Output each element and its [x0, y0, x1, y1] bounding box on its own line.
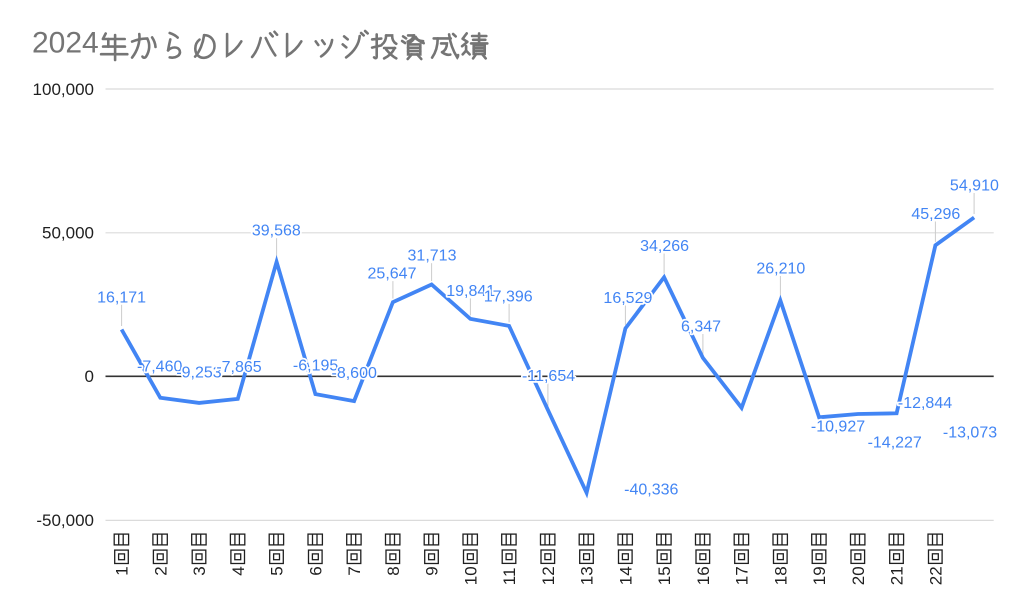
svg-text:2024: 2024 [32, 27, 99, 60]
svg-text:6,347: 6,347 [681, 319, 721, 336]
svg-text:4: 4 [229, 566, 248, 575]
svg-text:17,396: 17,396 [484, 288, 533, 305]
svg-text:-12,844: -12,844 [898, 395, 952, 412]
svg-text:14: 14 [616, 566, 635, 585]
svg-text:9: 9 [423, 566, 442, 575]
svg-text:7: 7 [345, 566, 364, 575]
svg-text:-11,654: -11,654 [522, 368, 575, 385]
svg-text:25,647: 25,647 [368, 266, 417, 283]
svg-text:-9,253: -9,253 [176, 364, 221, 381]
svg-text:6: 6 [306, 566, 325, 575]
svg-text:8: 8 [384, 566, 403, 575]
svg-text:15: 15 [655, 566, 674, 585]
svg-text:11: 11 [500, 568, 519, 586]
svg-text:21: 21 [888, 566, 907, 585]
svg-text:1: 1 [113, 566, 132, 575]
svg-text:16,529: 16,529 [603, 290, 652, 307]
svg-text:39,568: 39,568 [252, 223, 301, 240]
svg-text:19,841: 19,841 [446, 283, 495, 300]
svg-text:45,296: 45,296 [911, 206, 960, 223]
svg-text:54,910: 54,910 [950, 178, 999, 195]
svg-text:12: 12 [539, 566, 558, 585]
svg-text:2: 2 [151, 566, 170, 575]
svg-text:10: 10 [461, 566, 480, 585]
svg-text:16,171: 16,171 [97, 289, 146, 306]
svg-text:22: 22 [926, 566, 945, 585]
svg-text:3: 3 [190, 566, 209, 575]
svg-text:13: 13 [578, 566, 597, 585]
svg-text:-7,865: -7,865 [216, 359, 261, 376]
svg-text:-50,000: -50,000 [36, 511, 94, 530]
svg-text:-14,227: -14,227 [868, 435, 922, 452]
svg-text:17: 17 [733, 566, 752, 585]
svg-text:-10,927: -10,927 [811, 419, 865, 436]
svg-text:-7,460: -7,460 [137, 358, 182, 375]
svg-text:31,713: 31,713 [408, 248, 457, 265]
svg-text:26,210: 26,210 [756, 261, 805, 278]
svg-text:16: 16 [694, 566, 713, 585]
svg-text:-6,195: -6,195 [293, 357, 338, 374]
svg-text:-13,073: -13,073 [943, 425, 997, 442]
svg-text:0: 0 [85, 367, 94, 386]
svg-text:20: 20 [849, 566, 868, 585]
svg-text:-40,336: -40,336 [624, 482, 678, 499]
svg-text:-8,600: -8,600 [332, 365, 377, 382]
svg-text:100,000: 100,000 [33, 80, 94, 99]
svg-text:34,266: 34,266 [640, 238, 689, 255]
svg-text:18: 18 [771, 566, 790, 585]
svg-text:19: 19 [810, 566, 829, 585]
svg-text:5: 5 [268, 566, 287, 575]
svg-text:50,000: 50,000 [42, 224, 94, 243]
